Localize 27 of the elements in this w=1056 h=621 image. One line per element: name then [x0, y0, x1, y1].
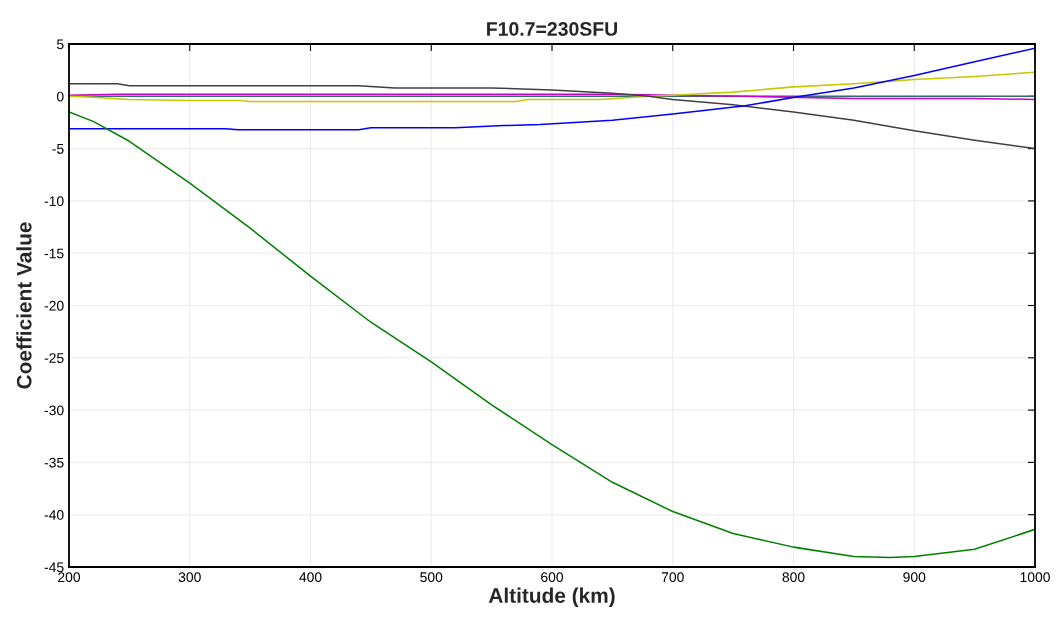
y-axis-title: Coefficient Value	[16, 222, 32, 389]
line-series	[69, 82, 1035, 150]
x-tick-label: 900	[903, 572, 926, 583]
y-tick-label: -25	[44, 353, 64, 363]
y-tick-label: -10	[44, 196, 64, 207]
x-tick-label: 300	[178, 572, 201, 583]
y-tick-label: 5	[56, 39, 64, 50]
x-tick-label: 600	[541, 572, 564, 583]
y-tick-label: -35	[44, 457, 64, 468]
y-tick-label: -40	[44, 510, 64, 520]
line-series	[69, 111, 1035, 559]
x-tick-label: 500	[420, 572, 443, 583]
chart-title: F10.7=230SFU	[487, 22, 618, 36]
y-tick-label: 0	[56, 91, 64, 102]
x-tick-label: 1000	[1020, 572, 1050, 583]
y-tick-label: -15	[44, 248, 64, 259]
x-tick-label: 400	[299, 572, 322, 583]
y-tick-label: -45	[44, 562, 64, 573]
x-tick-label: 200	[58, 572, 81, 583]
x-tick-label: 700	[661, 572, 684, 583]
line-series	[69, 71, 1035, 103]
line-series	[69, 47, 1035, 131]
y-tick-label: -20	[44, 300, 64, 311]
y-tick-label: -5	[52, 144, 64, 154]
y-tick-label: -30	[44, 405, 64, 416]
x-axis-title: Altitude (km)	[488, 587, 615, 608]
x-tick-label: 800	[782, 572, 805, 583]
